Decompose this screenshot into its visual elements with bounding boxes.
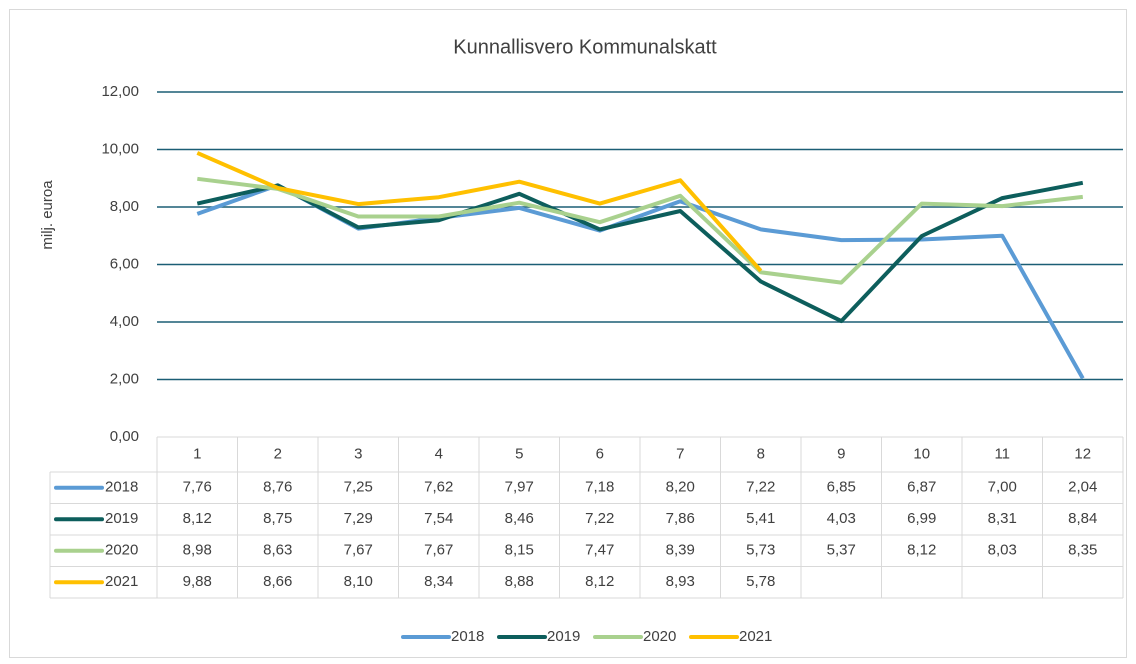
- table-value: 8,46: [505, 510, 534, 527]
- table-value: 8,34: [424, 573, 453, 590]
- x-tick-label: 11: [994, 445, 1010, 462]
- table-value: 8,63: [263, 542, 292, 559]
- y-tick-label: 10,00: [101, 140, 139, 157]
- table-value: 7,18: [585, 479, 614, 496]
- table-value: 7,29: [344, 510, 373, 527]
- series-line: [196, 180, 1084, 324]
- table-value: 5,78: [746, 573, 775, 590]
- table-value: 5,37: [827, 542, 856, 559]
- table-value: 6,87: [907, 479, 936, 496]
- table-series-name: 2020: [105, 542, 138, 559]
- table-value: 8,35: [1068, 542, 1097, 559]
- y-tick-label: 6,00: [110, 255, 139, 272]
- table-value: 7,25: [344, 479, 373, 496]
- table-value: 7,22: [746, 479, 775, 496]
- y-tick-label: 2,00: [110, 370, 139, 387]
- table-value: 7,62: [424, 479, 453, 496]
- table-value: 8,88: [505, 573, 534, 590]
- table-value: 7,00: [988, 479, 1017, 496]
- legend-label: 2019: [547, 628, 580, 645]
- table-value: 8,10: [344, 573, 373, 590]
- table-value: 5,41: [746, 510, 775, 527]
- table-series-name: 2021: [105, 573, 138, 590]
- table-value: 8,12: [585, 573, 614, 590]
- table-value: 7,67: [344, 542, 373, 559]
- legend-label: 2020: [643, 628, 676, 645]
- y-axis-label: milj. euroa: [39, 180, 56, 250]
- x-tick-label: 5: [515, 445, 523, 462]
- table-value: 8,39: [666, 542, 695, 559]
- table-value: 8,12: [907, 542, 936, 559]
- x-tick-label: 9: [837, 445, 845, 462]
- x-tick-label: 2: [274, 445, 282, 462]
- table-series-name: 2018: [105, 479, 138, 496]
- x-tick-label: 3: [354, 445, 362, 462]
- table-value: 8,76: [263, 479, 292, 496]
- x-tick-label: 12: [1074, 445, 1091, 462]
- table-value: 8,75: [263, 510, 292, 527]
- y-tick-label: 12,00: [101, 83, 139, 100]
- table-value: 6,85: [827, 479, 856, 496]
- table-value: 7,97: [505, 479, 534, 496]
- series-line: [197, 176, 1084, 285]
- x-tick-label: 7: [676, 445, 684, 462]
- x-tick-label: 10: [913, 445, 930, 462]
- y-tick-label: 8,00: [110, 198, 139, 215]
- table-value: 7,22: [585, 510, 614, 527]
- table-value: 8,15: [505, 542, 534, 559]
- table-value: 7,67: [424, 542, 453, 559]
- table-value: 8,03: [988, 542, 1017, 559]
- table-value: 9,88: [183, 573, 212, 590]
- y-tick-label: 4,00: [110, 313, 139, 330]
- y-tick-label: 0,00: [110, 428, 139, 445]
- x-tick-label: 8: [757, 445, 765, 462]
- table-value: 7,86: [666, 510, 695, 527]
- table-value: 8,66: [263, 573, 292, 590]
- table-value: 7,47: [585, 542, 614, 559]
- legend-label: 2021: [739, 628, 772, 645]
- x-tick-label: 1: [193, 445, 201, 462]
- x-tick-label: 4: [435, 445, 443, 462]
- chart-border: [9, 9, 1127, 658]
- table-value: 8,84: [1068, 510, 1097, 527]
- table-value: 2,04: [1068, 479, 1097, 496]
- table-value: 7,76: [183, 479, 212, 496]
- table-value: 6,99: [907, 510, 936, 527]
- table-value: 7,54: [424, 510, 453, 527]
- legend-label: 2018: [451, 628, 484, 645]
- table-value: 8,20: [666, 479, 695, 496]
- table-series-name: 2019: [105, 510, 138, 527]
- table-value: 4,03: [827, 510, 856, 527]
- table-value: 5,73: [746, 542, 775, 559]
- x-tick-label: 6: [596, 445, 604, 462]
- table-value: 8,31: [988, 510, 1017, 527]
- table-value: 8,12: [183, 510, 212, 527]
- table-value: 8,98: [183, 542, 212, 559]
- table-value: 8,93: [666, 573, 695, 590]
- series-line: [196, 151, 763, 273]
- chart-title: Kunnallisvero Kommunalskatt: [453, 36, 717, 58]
